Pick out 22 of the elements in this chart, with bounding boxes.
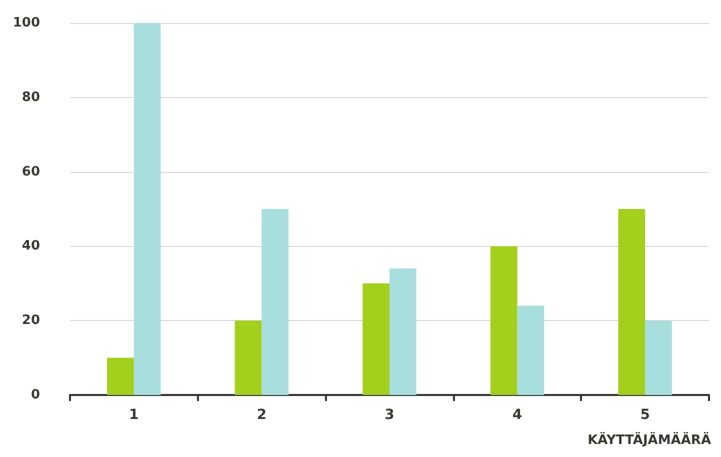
y-tick-label: 0 xyxy=(30,388,40,402)
bar xyxy=(234,320,262,395)
x-axis-title: KÄYTTÄJÄMÄÄRÄ xyxy=(588,431,712,448)
bar xyxy=(390,268,416,395)
bar xyxy=(134,23,161,395)
bar xyxy=(490,246,518,395)
x-tick-label: 1 xyxy=(129,407,139,423)
x-tick-label: 2 xyxy=(256,407,267,423)
y-tick-label: 20 xyxy=(22,313,40,328)
bar xyxy=(517,306,544,395)
x-tick-label: 5 xyxy=(640,407,650,423)
y-tick-label: 100 xyxy=(12,16,40,30)
y-tick-label: 40 xyxy=(22,238,40,254)
bar xyxy=(262,209,289,395)
x-tick-label: 4 xyxy=(512,407,522,423)
bar xyxy=(362,283,390,395)
y-tick-label: 60 xyxy=(22,164,40,180)
y-tick-label: 80 xyxy=(22,90,40,105)
bar xyxy=(618,209,646,395)
bar xyxy=(645,320,672,395)
bar xyxy=(107,358,134,395)
x-tick-label: 3 xyxy=(384,407,394,423)
